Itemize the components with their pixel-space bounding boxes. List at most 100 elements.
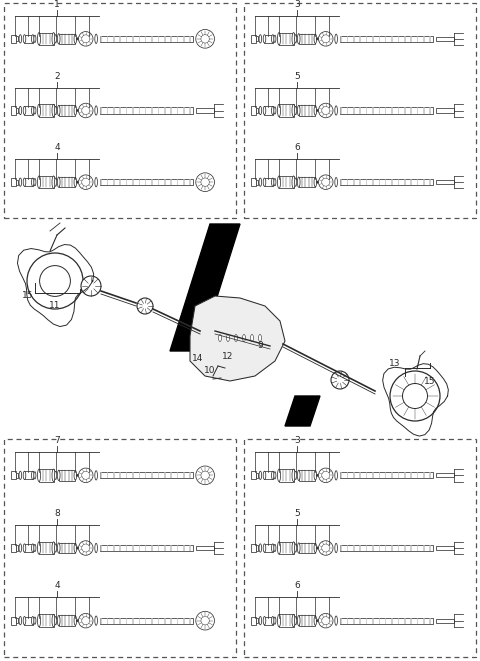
Ellipse shape	[32, 178, 34, 186]
Ellipse shape	[52, 32, 55, 45]
Bar	[244, 439, 476, 657]
Ellipse shape	[32, 471, 34, 479]
Ellipse shape	[274, 617, 276, 624]
Ellipse shape	[277, 176, 281, 188]
Ellipse shape	[32, 106, 34, 114]
Ellipse shape	[335, 106, 337, 115]
Circle shape	[201, 34, 209, 43]
Ellipse shape	[259, 334, 262, 342]
Bar	[251, 617, 256, 625]
Bar	[256, 473, 258, 478]
Ellipse shape	[274, 178, 276, 186]
Bar	[39, 615, 54, 627]
Ellipse shape	[277, 542, 281, 554]
Bar	[251, 178, 256, 186]
Ellipse shape	[52, 469, 55, 482]
Bar	[251, 106, 256, 114]
Bar	[39, 542, 54, 554]
Circle shape	[76, 109, 79, 112]
Ellipse shape	[74, 471, 77, 480]
Bar	[39, 469, 54, 482]
Circle shape	[322, 109, 324, 112]
Text: 12: 12	[222, 352, 234, 361]
Circle shape	[196, 466, 215, 485]
Ellipse shape	[259, 178, 262, 186]
Ellipse shape	[37, 615, 41, 627]
Circle shape	[318, 32, 333, 46]
Circle shape	[390, 371, 440, 421]
Ellipse shape	[272, 34, 274, 43]
Circle shape	[82, 178, 90, 186]
Bar	[279, 104, 294, 117]
Circle shape	[82, 471, 90, 479]
Ellipse shape	[314, 106, 317, 115]
Circle shape	[322, 619, 324, 622]
Ellipse shape	[314, 471, 317, 480]
Circle shape	[79, 474, 81, 477]
Bar	[251, 34, 256, 43]
Circle shape	[82, 106, 90, 114]
Text: 14: 14	[192, 354, 204, 363]
Circle shape	[82, 619, 84, 622]
Circle shape	[322, 35, 330, 43]
Ellipse shape	[37, 176, 41, 188]
Bar	[340, 179, 432, 185]
Circle shape	[322, 544, 330, 552]
Ellipse shape	[274, 107, 276, 114]
Circle shape	[201, 178, 209, 186]
Ellipse shape	[263, 617, 266, 625]
Circle shape	[76, 474, 79, 477]
Circle shape	[76, 619, 79, 622]
Ellipse shape	[95, 543, 97, 553]
Ellipse shape	[298, 470, 300, 481]
Ellipse shape	[19, 178, 22, 186]
Circle shape	[319, 181, 321, 183]
Ellipse shape	[277, 32, 281, 45]
Ellipse shape	[298, 615, 300, 626]
Ellipse shape	[55, 471, 57, 479]
Bar	[24, 471, 33, 479]
Ellipse shape	[263, 106, 266, 114]
Text: 15: 15	[22, 292, 34, 301]
Ellipse shape	[227, 334, 229, 342]
Bar	[256, 36, 258, 42]
Circle shape	[316, 38, 319, 40]
Circle shape	[319, 547, 321, 549]
Circle shape	[322, 471, 330, 479]
Ellipse shape	[292, 104, 295, 117]
Bar	[340, 617, 432, 624]
Ellipse shape	[74, 616, 77, 625]
Circle shape	[322, 474, 324, 477]
Bar	[59, 470, 75, 481]
Circle shape	[322, 178, 330, 186]
Ellipse shape	[263, 544, 266, 552]
Circle shape	[79, 619, 81, 622]
Circle shape	[79, 38, 81, 40]
Polygon shape	[190, 296, 285, 381]
Text: 8: 8	[54, 509, 60, 518]
Text: 3: 3	[294, 436, 300, 445]
Ellipse shape	[335, 543, 337, 553]
Circle shape	[76, 547, 79, 549]
Ellipse shape	[32, 617, 34, 625]
Circle shape	[78, 468, 93, 483]
Bar	[264, 471, 273, 479]
Ellipse shape	[95, 178, 97, 187]
Ellipse shape	[242, 334, 245, 342]
Ellipse shape	[23, 34, 26, 43]
Bar	[299, 543, 315, 553]
Bar	[16, 36, 18, 42]
Ellipse shape	[259, 544, 262, 552]
Bar	[256, 108, 258, 113]
Bar	[59, 105, 75, 116]
Bar	[59, 543, 75, 553]
Bar	[256, 545, 258, 551]
Ellipse shape	[298, 34, 300, 44]
Circle shape	[79, 547, 81, 549]
Circle shape	[82, 181, 84, 183]
Circle shape	[318, 541, 333, 555]
Text: 4: 4	[54, 582, 60, 590]
Ellipse shape	[335, 34, 337, 44]
Ellipse shape	[23, 106, 26, 114]
Circle shape	[319, 474, 321, 477]
